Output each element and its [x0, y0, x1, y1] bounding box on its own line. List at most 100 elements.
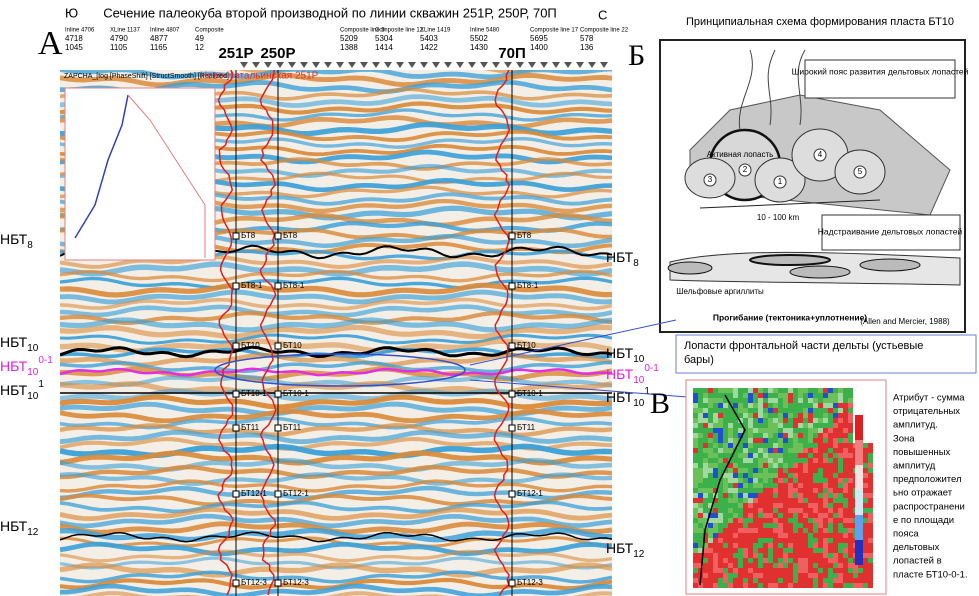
- map-cell: [703, 568, 708, 573]
- map-cell: [748, 413, 753, 418]
- map-cell: [868, 538, 873, 543]
- map-cell: [793, 533, 798, 538]
- map-cell: [723, 518, 728, 523]
- map-cell: [783, 393, 788, 398]
- map-cell: [698, 403, 703, 408]
- map-cell: [778, 453, 783, 458]
- map-cell: [718, 568, 723, 573]
- map-cell: [823, 508, 828, 513]
- map-cell: [748, 518, 753, 523]
- map-cell: [823, 428, 828, 433]
- map-cell: [833, 493, 838, 498]
- map-cell: [813, 513, 818, 518]
- map-cell: [843, 493, 848, 498]
- map-cell: [803, 428, 808, 433]
- map-cell: [798, 523, 803, 528]
- map-cell: [863, 543, 868, 548]
- map-cell: [698, 438, 703, 443]
- map-cell: [848, 573, 853, 578]
- map-cell: [718, 458, 723, 463]
- map-cell: [793, 433, 798, 438]
- map-cell: [753, 408, 758, 413]
- map-cell: [788, 548, 793, 553]
- map-cell: [828, 418, 833, 423]
- map-cell: [823, 393, 828, 398]
- map-cell: [773, 543, 778, 548]
- map-cell: [803, 483, 808, 488]
- horizon-sup: 1: [38, 379, 44, 390]
- map-cell: [693, 443, 698, 448]
- map-cell: [723, 498, 728, 503]
- map-cell: [743, 488, 748, 493]
- map-cell: [713, 523, 718, 528]
- map-cell: [833, 408, 838, 413]
- caption-line: лопастей в: [893, 556, 942, 567]
- map-cell: [693, 393, 698, 398]
- map-cell: [818, 488, 823, 493]
- map-cell: [773, 458, 778, 463]
- map-cell: [813, 523, 818, 528]
- map-cell: [868, 573, 873, 578]
- map-cell: [708, 428, 713, 433]
- header-label: Composite: [195, 28, 224, 34]
- map-cell: [813, 548, 818, 553]
- map-cell: [783, 578, 788, 583]
- map-cell: [783, 463, 788, 468]
- map-cell: [778, 568, 783, 573]
- map-cell: [798, 468, 803, 473]
- map-cell: [763, 453, 768, 458]
- marker: [275, 491, 281, 497]
- map-cell: [728, 573, 733, 578]
- map-cell: [733, 508, 738, 513]
- map-cell: [858, 573, 863, 578]
- map-cell: [723, 428, 728, 433]
- map-cell: [783, 408, 788, 413]
- map-cell: [768, 418, 773, 423]
- map-cell: [693, 418, 698, 423]
- map-cell: [743, 518, 748, 523]
- map-cell: [808, 543, 813, 548]
- map-cell: [833, 518, 838, 523]
- header-label: 5695: [530, 34, 548, 43]
- map-cell: [798, 563, 803, 568]
- map-cell: [778, 438, 783, 443]
- map-cell: [828, 453, 833, 458]
- map-cell: [803, 408, 808, 413]
- map-cell: [733, 553, 738, 558]
- map-cell: [803, 388, 808, 393]
- map-cell: [833, 473, 838, 478]
- map-cell: [748, 538, 753, 543]
- map-cell: [838, 388, 843, 393]
- map-cell: [793, 568, 798, 573]
- well-label: 250Р: [260, 45, 295, 62]
- map-cell: [798, 478, 803, 483]
- map-cell: [778, 403, 783, 408]
- map-cell: [738, 498, 743, 503]
- map-cell: [763, 573, 768, 578]
- map-cell: [828, 553, 833, 558]
- map-cell: [723, 448, 728, 453]
- marker: [233, 391, 239, 397]
- map-cell: [758, 583, 763, 588]
- header-label: 1045: [65, 43, 83, 52]
- map-cell: [838, 408, 843, 413]
- map-cell: [763, 533, 768, 538]
- tick: [324, 62, 332, 68]
- map-cell: [798, 533, 803, 538]
- map-cell: [783, 543, 788, 548]
- map-cell: [803, 468, 808, 473]
- map-cell: [848, 578, 853, 583]
- map-cell: [758, 578, 763, 583]
- map-cell: [728, 488, 733, 493]
- tick: [348, 62, 356, 68]
- map-cell: [818, 448, 823, 453]
- map-cell: [863, 468, 868, 473]
- caption-line: ьно отражает: [893, 488, 953, 499]
- map-cell: [868, 543, 873, 548]
- map-cell: [723, 453, 728, 458]
- map-cell: [868, 473, 873, 478]
- map-cell: [758, 428, 763, 433]
- map-cell: [753, 458, 758, 463]
- map-cell: [843, 558, 848, 563]
- map-cell: [868, 563, 873, 568]
